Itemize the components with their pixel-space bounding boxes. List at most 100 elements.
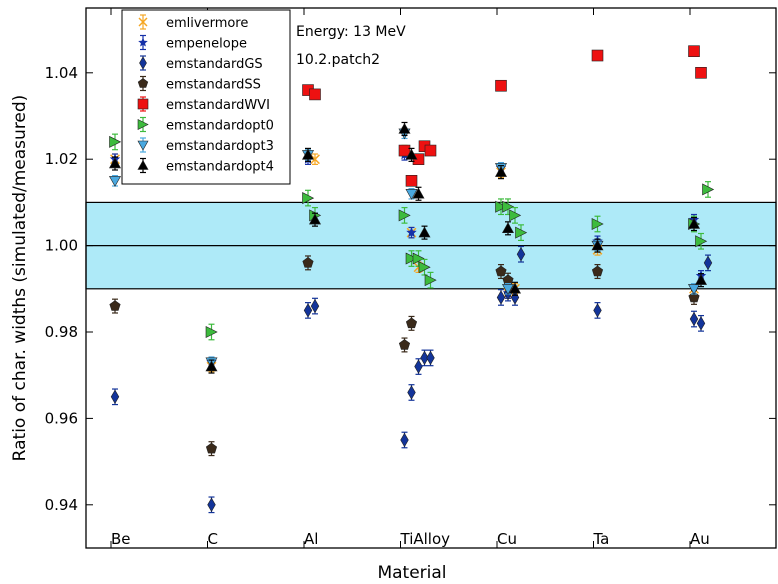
data-point [694, 274, 708, 285]
data-point [400, 432, 409, 448]
y-tick-label: 1.02 [45, 150, 78, 168]
y-tick-label: 1.04 [45, 64, 78, 82]
data-point [696, 316, 706, 331]
data-point [412, 187, 425, 199]
legend-item: emstandardWVI [137, 96, 270, 113]
legend-marker-stroke [138, 17, 148, 27]
data-point [688, 45, 700, 58]
series-emstandardopt4 [108, 121, 708, 374]
data-point [426, 350, 435, 366]
data-point [309, 88, 321, 101]
x-tick-label: C [208, 530, 218, 548]
data-point [398, 209, 411, 222]
legend-marker [137, 119, 149, 130]
data-point [398, 339, 411, 350]
energy-annotation: Energy: 13 MeV [296, 24, 406, 40]
data-point [501, 284, 515, 295]
legend-label: emstandardSS [166, 78, 261, 93]
data-point [591, 218, 604, 230]
data-point [496, 290, 506, 305]
data-point [516, 247, 526, 262]
data-point [302, 257, 314, 268]
legend-label: emstandardopt3 [166, 139, 274, 154]
data-point [207, 497, 216, 512]
legend-item: emstandardopt0 [137, 116, 274, 134]
data-point [495, 200, 508, 213]
x-tick-label: Ta [593, 530, 610, 548]
x-tick-label: Al [304, 530, 318, 548]
data-point [424, 144, 437, 157]
legend-label: emstandardopt0 [166, 119, 274, 134]
data-point [108, 157, 122, 169]
data-point [495, 265, 507, 277]
y-tick-label: 0.94 [45, 496, 78, 514]
legend-label: empenelope [166, 37, 247, 52]
tick-layer: 0.94 0.96 0.98 1.00 1.02 1.04 Be C Al TiAlloy Cu Ta… [45, 8, 776, 548]
data-point [495, 79, 507, 92]
legend-marker [138, 17, 148, 27]
plot-frame [85, 7, 777, 549]
legend-item: emstandardopt3 [137, 137, 274, 154]
series-emstandardWVI [302, 45, 707, 187]
data-point [593, 303, 602, 318]
data-layer [108, 45, 715, 514]
x-tick-label: Au [690, 530, 710, 548]
legend-label: emstandardGS [166, 57, 263, 72]
legend-item: emlivermore [138, 14, 248, 31]
data-point [405, 148, 418, 160]
data-point [591, 265, 604, 277]
data-point [310, 298, 320, 314]
data-point [205, 360, 218, 372]
data-point [308, 213, 322, 225]
series-emstandardGS [110, 245, 713, 514]
data-point [591, 239, 604, 251]
data-point [407, 385, 416, 400]
data-point [108, 176, 122, 187]
legend-frame [121, 9, 291, 185]
data-point [418, 226, 431, 238]
data-point [110, 389, 120, 404]
legend-marker [139, 56, 147, 70]
y-tick-label: 0.96 [45, 409, 78, 427]
x-axis-label: Material [377, 563, 446, 583]
legend-marker [137, 98, 149, 110]
y-tick-label: 1.00 [45, 237, 78, 255]
data-point [302, 192, 315, 205]
data-point [405, 252, 418, 265]
data-point [109, 300, 121, 311]
data-point [405, 175, 418, 187]
data-point [494, 166, 508, 177]
data-point [702, 183, 715, 196]
legend-item: emstandardSS [137, 75, 261, 93]
data-point [205, 442, 218, 454]
series-emstandardopt0 [109, 133, 715, 341]
y-axis-label: Ratio of char. widths (simulated/measure… [10, 95, 30, 462]
data-point [405, 189, 418, 200]
legend: emlivermore empenelope emstandardGS emstand… [121, 9, 291, 185]
x-tick-label: Be [111, 530, 131, 548]
data-point [301, 148, 315, 160]
legend-label: emstandardopt4 [166, 160, 274, 175]
data-point [398, 122, 411, 134]
data-point [502, 200, 515, 213]
legend-label: emstandardWVI [166, 98, 270, 113]
data-point [501, 222, 515, 234]
data-point [303, 303, 313, 318]
data-point-stroke [310, 154, 320, 165]
data-point [205, 326, 218, 338]
version-annotation: 10.2.patch2 [296, 52, 380, 68]
data-point [515, 226, 528, 239]
data-point [687, 284, 701, 295]
legend-item: emstandardopt4 [137, 157, 274, 175]
data-point [509, 209, 522, 222]
x-tick-label: TiAlloy [400, 530, 451, 548]
data-point [695, 235, 708, 248]
data-point [508, 282, 522, 294]
data-point [695, 67, 707, 79]
data-point [703, 255, 713, 271]
y-tick-label: 0.98 [45, 323, 78, 341]
data-point [591, 49, 604, 62]
data-point [398, 144, 411, 157]
